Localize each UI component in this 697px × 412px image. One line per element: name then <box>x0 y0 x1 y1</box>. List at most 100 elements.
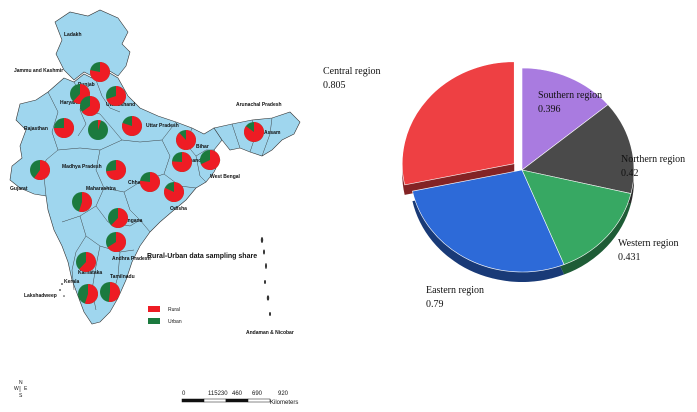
pie-value-central-region: 0.805 <box>323 80 346 91</box>
pie-label-eastern-region: Eastern region <box>426 285 484 296</box>
pie-marker-bihar <box>176 130 196 151</box>
pie-marker-rural-wedge <box>106 86 127 106</box>
pie-marker-chhattisgarh <box>140 172 160 193</box>
pie-marker-rural-wedge <box>106 160 126 180</box>
legend-label-rural: Rural <box>168 307 180 313</box>
pie-marker-assam <box>244 122 264 142</box>
pie-label-central-region: Central region <box>323 66 380 77</box>
pie-marker-telangana <box>108 208 129 229</box>
map-label-uttar-pradesh: Uttar Pradesh <box>146 123 179 129</box>
pie-marker-rural-wedge <box>84 284 98 304</box>
pie-marker-rajasthan <box>54 118 74 138</box>
pie-slice-northern-region <box>521 104 635 194</box>
map-label-lakshadweep: Lakshadweep <box>24 293 57 299</box>
map-label-karnataka: Karnataka <box>78 270 102 276</box>
pie-marker-rural-wedge <box>98 120 102 130</box>
pie-marker-odisha <box>163 182 184 202</box>
map-label-andaman-nicobar: Andaman & Nicobar <box>246 330 294 336</box>
svg-text:E: E <box>24 386 28 392</box>
scale-tick-label: 0 <box>182 391 186 397</box>
pie-marker-tamilnadu <box>100 282 121 303</box>
pie-marker-rural-wedge <box>79 252 96 272</box>
pie-marker-andhra-pradesh <box>106 232 127 252</box>
pie-marker-rural-wedge <box>172 152 192 173</box>
pie-marker-rural-wedge <box>78 191 93 212</box>
map-pie-markers <box>30 62 264 304</box>
scale-tick-label: 920 <box>278 391 289 397</box>
map-label-odisha: Odisha <box>170 206 187 212</box>
pie-marker-rural-wedge <box>89 62 110 83</box>
map-label-bihar: Bihar <box>196 144 209 150</box>
pie-marker-uttarakhand <box>106 86 127 106</box>
pie-slice-central-region <box>401 61 515 186</box>
svg-text:W: W <box>14 386 19 392</box>
pie-marker-rural-wedge <box>54 118 74 138</box>
pie-marker-rural-wedge <box>122 116 142 136</box>
pie-marker-rural-wedge <box>107 232 127 252</box>
pie-marker-rural-wedge <box>140 172 160 193</box>
scale-bar: 0 115230 460 690 920 Kilometers <box>181 391 298 406</box>
pie-marker-delhi <box>88 120 108 140</box>
scale-segment <box>225 398 249 403</box>
india-map: Ladakh Jammu and Kashmir Punjab Haryana Utta… <box>9 9 301 406</box>
pie-label-western-region: Western region <box>618 238 679 249</box>
scale-segment <box>181 398 205 403</box>
scale-tick-label: 460 <box>232 391 243 397</box>
pie-value-eastern-region: 0.79 <box>426 299 444 310</box>
pie-marker-rural-wedge <box>111 208 129 229</box>
pie-marker-west-bengal <box>200 150 220 170</box>
pie-value-western-region: 0.431 <box>618 252 641 263</box>
pie-slice-southern-region <box>521 67 609 171</box>
legend-label-urban: Urban <box>168 319 182 325</box>
legend-title: Rural-Urban data sampling share <box>147 253 257 260</box>
map-label-jammu-and-kashmir: Jammu and Kashmir <box>14 68 63 74</box>
map-label-gujarat: Gujarat <box>10 186 28 192</box>
pie-slice-eastern-region <box>412 169 565 273</box>
pie-marker-madhya-pradesh <box>106 160 126 180</box>
regional-pie-chart: Central region 0.805 Southern region 0.396 N… <box>323 61 685 310</box>
pie-marker-uttar-pradesh <box>122 116 142 136</box>
map-label-assam: Assam <box>264 130 281 136</box>
map-label-telangana: Telangana <box>118 218 143 224</box>
north-arrow-icon: W E N S <box>14 380 28 399</box>
pie-label-southern-region: Southern region <box>538 90 602 101</box>
pie-label-northern-region: Northern region <box>621 154 685 165</box>
map-legend: Rural-Urban data sampling share Rural Ur… <box>147 253 257 325</box>
pie-marker-kerala <box>78 284 98 304</box>
pie-marker-rural-wedge <box>244 122 264 142</box>
map-label-rajasthan: Rajasthan <box>24 126 48 132</box>
map-label-west-bengal: West Bengal <box>210 174 241 180</box>
scale-tick-label: 690 <box>252 391 263 397</box>
map-label-tamilnadu: Tamilnadu <box>110 274 135 280</box>
pie-marker-rural-wedge <box>200 150 220 170</box>
islands <box>59 237 271 316</box>
pie-marker-rural-wedge <box>163 182 184 202</box>
pie-marker-haryana <box>80 96 100 116</box>
scale-segment <box>203 398 227 403</box>
pie-marker-jammu-and-kashmir <box>89 62 110 83</box>
pie-marker-karnataka <box>76 252 96 272</box>
map-label-haryana: Haryana <box>60 100 80 106</box>
pie-value-northern-region: 0.42 <box>621 168 639 179</box>
map-label-maharashtra: Maharashtra <box>86 186 116 192</box>
scale-unit: Kilometers <box>270 400 298 406</box>
pie-marker-rural-wedge <box>108 282 121 303</box>
pie-marker-rural-wedge <box>176 130 196 151</box>
pie-slice-western-region <box>521 169 632 265</box>
pie-marker-gujarat <box>30 160 50 180</box>
map-label-uttarakhand: Uttarakhand <box>106 102 135 108</box>
map-label-kerala: Kerala <box>64 279 80 285</box>
pie-marker-maharashtra <box>72 191 93 212</box>
map-label-arunachal-pradesh: Arunachal Pradesh <box>236 102 282 108</box>
svg-text:S: S <box>19 393 23 399</box>
scale-tick-label: 115230 <box>208 391 228 397</box>
svg-text:N: N <box>19 380 23 386</box>
scale-segment <box>247 398 271 403</box>
pie-marker-rural-wedge <box>81 96 100 116</box>
pie-marker-jharkhand <box>172 152 192 173</box>
india-outline-north <box>54 9 131 81</box>
legend-swatch-urban <box>148 318 160 324</box>
map-label-andhra-pradesh: Andhra Pradesh <box>112 256 151 262</box>
